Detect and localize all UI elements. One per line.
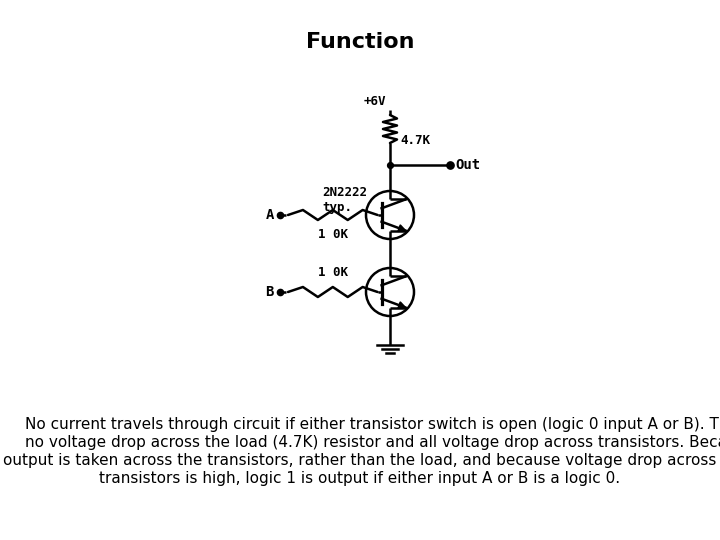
Text: no voltage drop across the load (4.7K) resistor and all voltage drop across tran: no voltage drop across the load (4.7K) r… <box>25 435 720 450</box>
Polygon shape <box>398 225 405 232</box>
Text: 4.7K: 4.7K <box>400 133 430 146</box>
Text: Function: Function <box>306 32 414 52</box>
Text: transistors is high, logic 1 is output if either input A or B is a logic 0.: transistors is high, logic 1 is output i… <box>99 471 621 486</box>
Text: 1 0K: 1 0K <box>318 228 348 241</box>
Polygon shape <box>398 302 405 308</box>
Text: Out: Out <box>455 158 480 172</box>
Text: 1 0K: 1 0K <box>318 266 348 279</box>
Text: 2N2222: 2N2222 <box>322 186 367 199</box>
Text: B: B <box>266 285 274 299</box>
Text: typ.: typ. <box>322 200 352 213</box>
Text: +6V: +6V <box>364 95 386 108</box>
Text: No current travels through circuit if either transistor switch is open (logic 0 : No current travels through circuit if ei… <box>25 417 720 432</box>
Text: A: A <box>266 208 274 222</box>
Text: output is taken across the transistors, rather than the load, and because voltag: output is taken across the transistors, … <box>4 453 716 468</box>
